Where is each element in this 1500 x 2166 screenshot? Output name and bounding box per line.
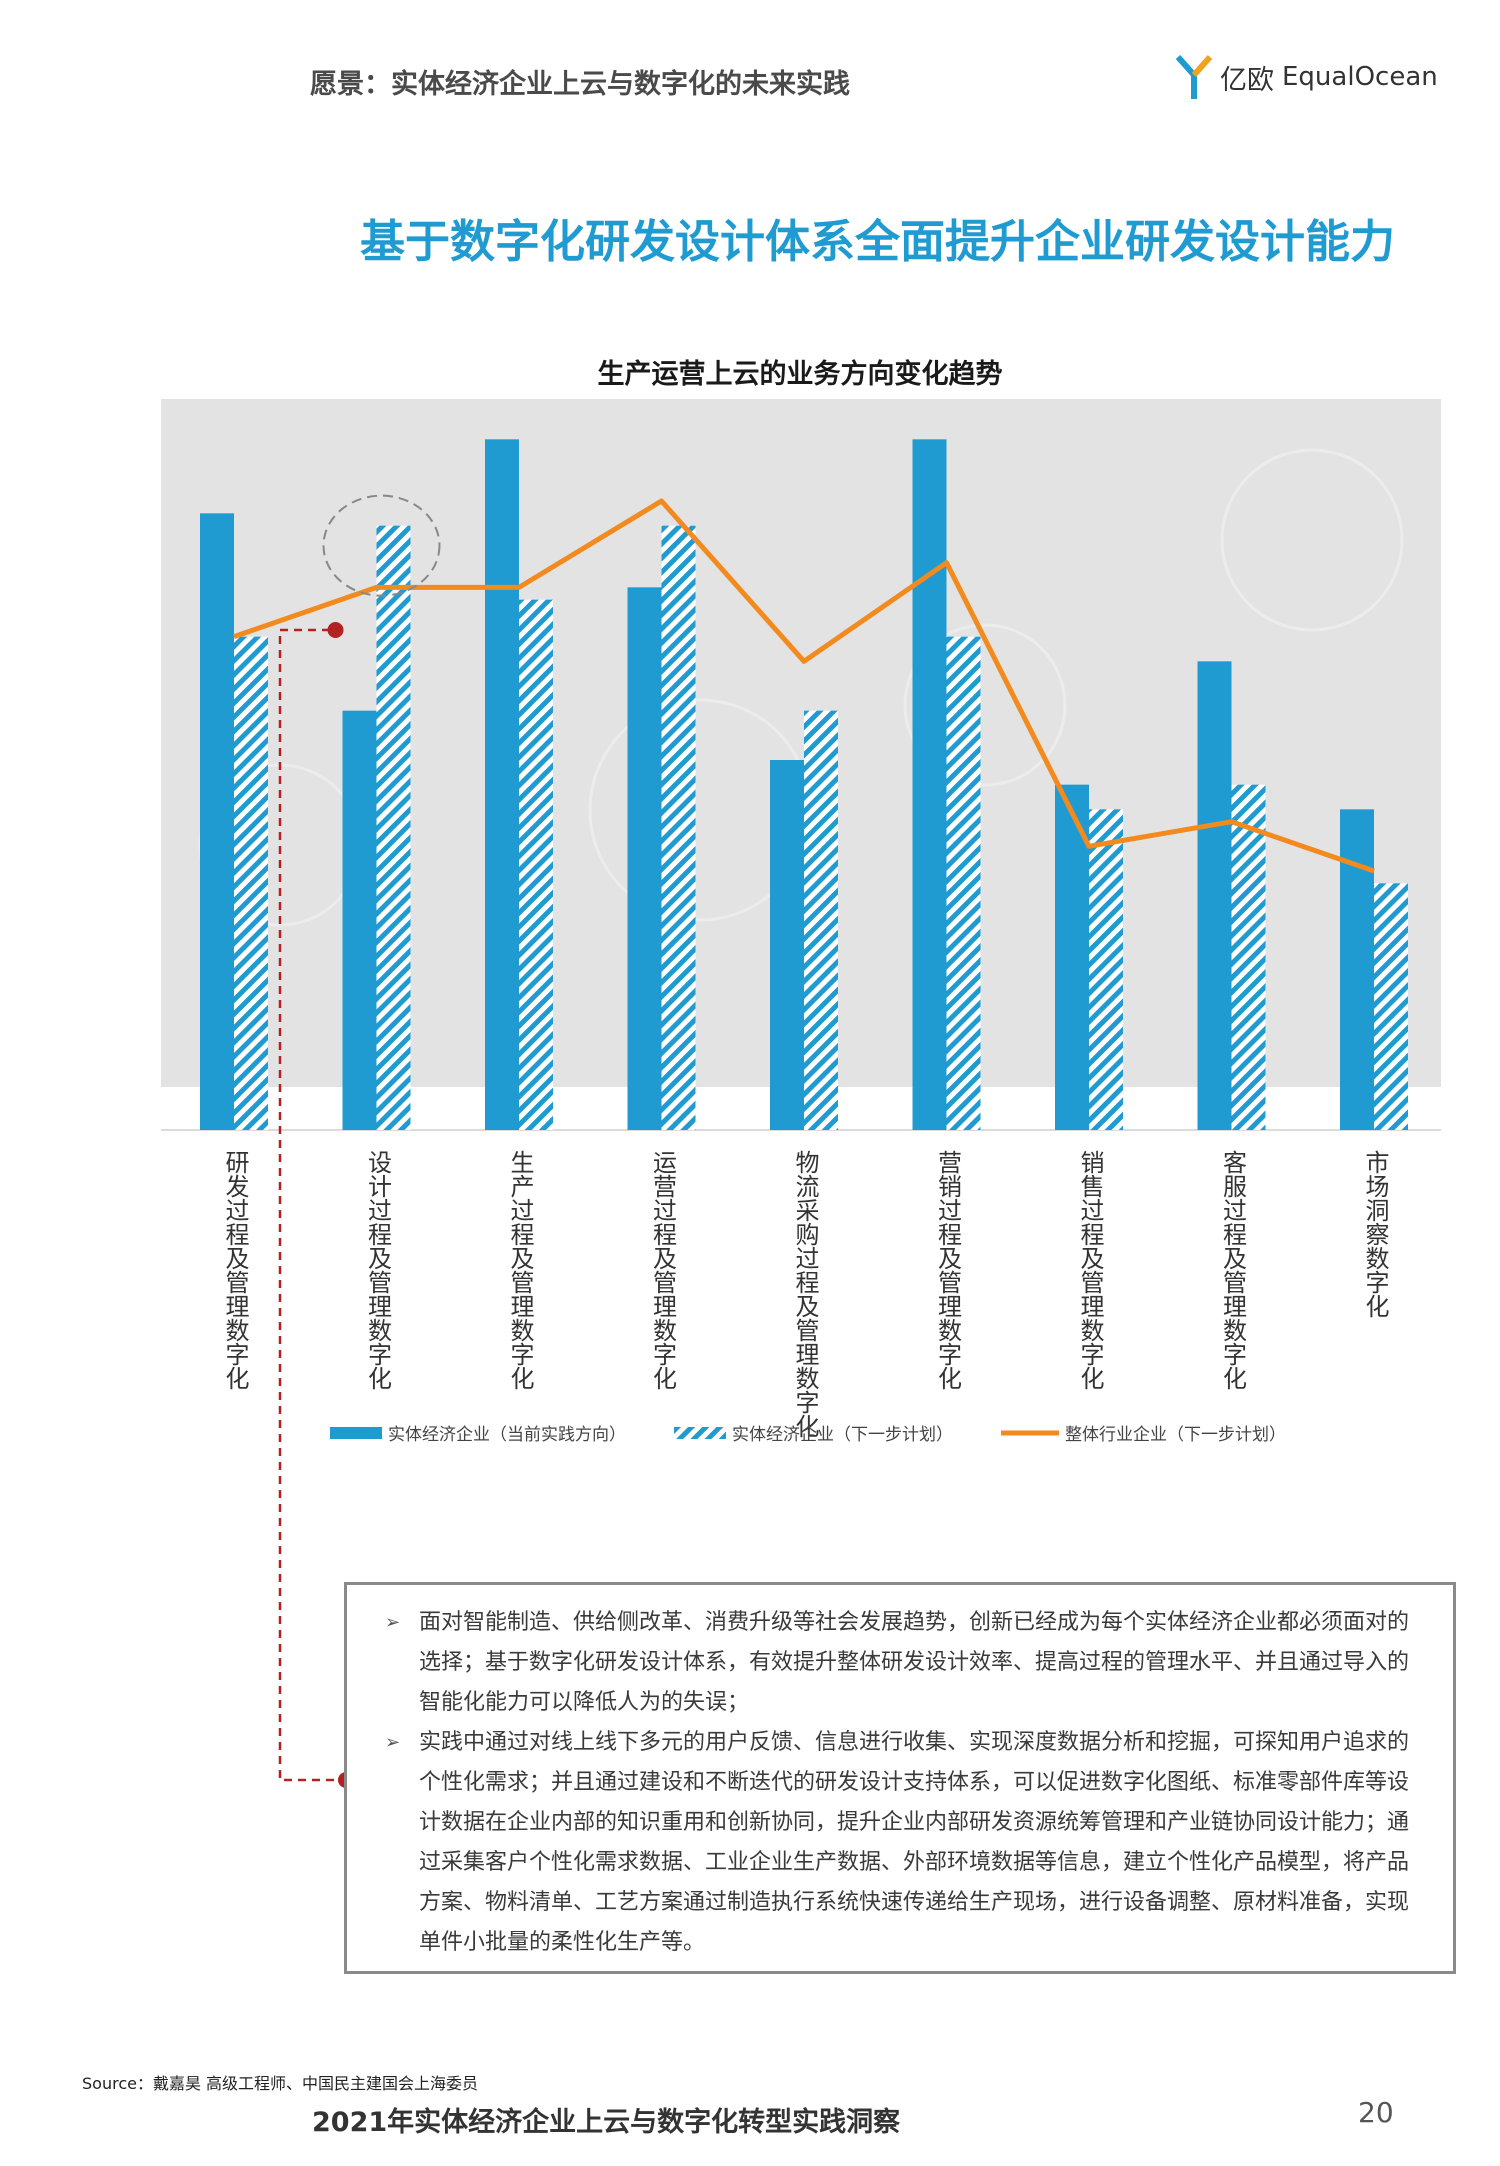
legend-item-next: 实体经济企业（下一步计划） bbox=[674, 1420, 953, 1445]
bar-next-3 bbox=[661, 525, 696, 1130]
legend-item-industry: 整体行业企业（下一步计划） bbox=[1001, 1420, 1286, 1445]
series-industry-line bbox=[233, 498, 1375, 874]
highlight-dot bbox=[327, 622, 344, 638]
bullet-2: ➢ 实践中通过对线上线下多元的用户反馈、信息进行收集、实现深度数据分析和挖掘，可… bbox=[385, 1723, 1429, 1963]
bar-next-0 bbox=[234, 636, 268, 1130]
bullet-arrow-icon: ➢ bbox=[385, 1732, 401, 1753]
chart bbox=[161, 399, 1441, 1131]
highlight-ellipse bbox=[322, 494, 441, 597]
legend-label-industry: 整体行业企业（下一步计划） bbox=[1065, 1425, 1286, 1445]
legend-label-next: 实体经济企业（下一步计划） bbox=[732, 1425, 953, 1445]
bar-current-4 bbox=[770, 760, 804, 1130]
logo-cn: 亿欧 bbox=[1220, 64, 1274, 96]
bar-current-7 bbox=[1197, 661, 1232, 1130]
page-number: 20 bbox=[1358, 2096, 1394, 2129]
category-label-4: 物流采购过程及管理数字化 bbox=[791, 1150, 819, 1438]
bar-next-6 bbox=[1089, 809, 1123, 1130]
category-label-7: 客服过程及管理数字化 bbox=[1218, 1150, 1247, 1390]
bar-next-8 bbox=[1374, 883, 1408, 1130]
bar-next-1 bbox=[376, 525, 411, 1130]
category-label-2: 生产过程及管理数字化 bbox=[506, 1150, 534, 1390]
legend-swatch-solid bbox=[330, 1426, 382, 1439]
bar-next-2 bbox=[519, 599, 553, 1130]
series-next-bars bbox=[234, 525, 1408, 1130]
category-label-1: 设计过程及管理数字化 bbox=[363, 1150, 392, 1390]
category-label-5: 营销过程及管理数字化 bbox=[933, 1150, 962, 1390]
page-title: 基于数字化研发设计体系全面提升企业研发设计能力 bbox=[360, 215, 1396, 268]
bar-next-5 bbox=[946, 636, 981, 1130]
category-label-8: 市场洞察数字化 bbox=[1361, 1150, 1389, 1318]
summary-box: ➢ 面对智能制造、供给侧改革、消费升级等社会发展趋势，创新已经成为每个实体经济企… bbox=[344, 1582, 1456, 1974]
legend: 实体经济企业（当前实践方向） 实体经济企业（下一步计划） 整体行业企业（下一步计… bbox=[330, 1420, 1334, 1445]
header-title: 愿景：实体经济企业上云与数字化的未来实践 bbox=[310, 69, 850, 100]
category-label-6: 销售过程及管理数字化 bbox=[1076, 1150, 1104, 1390]
category-label-0: 研发过程及管理数字化 bbox=[221, 1150, 249, 1390]
bar-current-1 bbox=[342, 710, 377, 1130]
category-label-3: 运营过程及管理数字化 bbox=[648, 1150, 677, 1390]
bar-current-5 bbox=[912, 439, 947, 1130]
logo-icon bbox=[1176, 55, 1212, 99]
legend-label-current: 实体经济企业（当前实践方向） bbox=[388, 1425, 626, 1445]
bar-next-4 bbox=[804, 710, 838, 1130]
bullet-text: 实践中通过对线上线下多元的用户反馈、信息进行收集、实现深度数据分析和挖掘，可探知… bbox=[419, 1730, 1410, 1955]
chart-title: 生产运营上云的业务方向变化趋势 bbox=[597, 359, 1003, 390]
legend-swatch-line bbox=[1001, 1430, 1059, 1435]
bar-next-7 bbox=[1231, 784, 1266, 1130]
logo-en: EqualOcean bbox=[1282, 62, 1438, 92]
bullet-arrow-icon: ➢ bbox=[385, 1612, 401, 1633]
source-note: Source：戴嘉昊 高级工程师、中国民主建国会上海委员 bbox=[82, 2074, 479, 2093]
footer-title: 2021年实体经济企业上云与数字化转型实践洞察 bbox=[312, 2107, 901, 2138]
bar-current-0 bbox=[200, 513, 234, 1130]
bar-current-3 bbox=[627, 587, 662, 1130]
bar-current-6 bbox=[1055, 784, 1089, 1130]
bar-current-8 bbox=[1340, 809, 1374, 1130]
bullet-text: 面对智能制造、供给侧改革、消费升级等社会发展趋势，创新已经成为每个实体经济企业都… bbox=[419, 1610, 1410, 1715]
legend-swatch-hatched bbox=[674, 1426, 726, 1439]
bar-current-2 bbox=[485, 439, 519, 1130]
legend-item-current: 实体经济企业（当前实践方向） bbox=[330, 1420, 626, 1445]
bullet-1: ➢ 面对智能制造、供给侧改革、消费升级等社会发展趋势，创新已经成为每个实体经济企… bbox=[385, 1603, 1429, 1723]
logo: 亿欧 EqualOcean bbox=[1176, 52, 1438, 102]
